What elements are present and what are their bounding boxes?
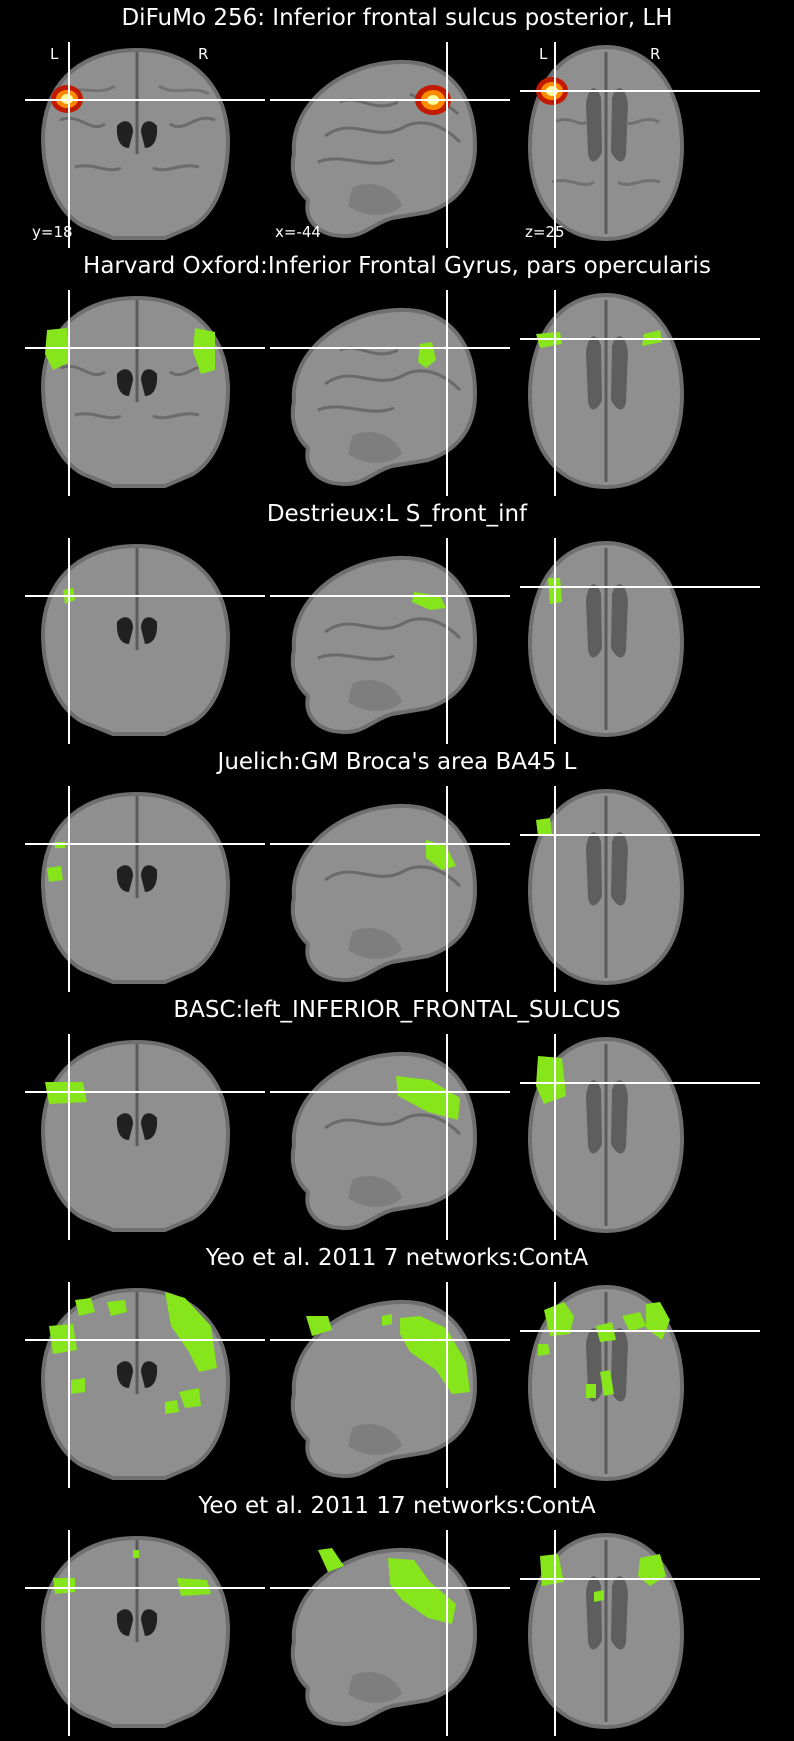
figure-section-yeo-17-networks: Yeo et al. 2011 17 networks:ContA bbox=[0, 1488, 794, 1736]
right-orientation-label: R bbox=[198, 45, 209, 63]
sagittal-brain-image bbox=[270, 42, 510, 248]
figure-section-difumo: DiFuMo 256: Inferior frontal sulcus post… bbox=[0, 0, 794, 248]
figure-section-yeo-7-networks: Yeo et al. 2011 7 networks:ContA bbox=[0, 1240, 794, 1488]
figure-section-juelich: Juelich:GM Broca's area BA45 L bbox=[0, 744, 794, 992]
section-title: Destrieux:L S_front_inf bbox=[266, 501, 528, 527]
sagittal-view bbox=[270, 290, 510, 496]
coronal-brain-image bbox=[25, 42, 265, 248]
figure-section-destrieux: Destrieux:L S_front_inf bbox=[0, 496, 794, 744]
axial-coordinate-label: z=25 bbox=[525, 223, 565, 241]
section-title: BASC:left_INFERIOR_FRONTAL_SULCUS bbox=[173, 997, 621, 1023]
left-orientation-label: L bbox=[50, 45, 59, 63]
coronal-view: L R y=18 bbox=[25, 42, 265, 248]
axial-view: L R z=25 bbox=[520, 42, 760, 248]
section-title: Yeo et al. 2011 17 networks:ContA bbox=[198, 1493, 596, 1519]
section-title: Juelich:GM Broca's area BA45 L bbox=[217, 749, 577, 775]
coronal-coordinate-label: y=18 bbox=[32, 223, 73, 241]
section-title: Yeo et al. 2011 7 networks:ContA bbox=[205, 1245, 589, 1271]
figure-section-basc: BASC:left_INFERIOR_FRONTAL_SULCUS bbox=[0, 992, 794, 1240]
section-title: DiFuMo 256: Inferior frontal sulcus post… bbox=[121, 5, 673, 31]
left-orientation-label: L bbox=[539, 45, 548, 63]
axial-view bbox=[520, 290, 760, 496]
axial-brain-image bbox=[520, 42, 760, 248]
right-orientation-label: R bbox=[650, 45, 661, 63]
coronal-view bbox=[25, 290, 265, 496]
section-title: Harvard Oxford:Inferior Frontal Gyrus, p… bbox=[83, 253, 711, 279]
sagittal-coordinate-label: x=-44 bbox=[275, 223, 321, 241]
figure-section-harvard-oxford: Harvard Oxford:Inferior Frontal Gyrus, p… bbox=[0, 248, 794, 496]
sagittal-view: x=-44 bbox=[270, 42, 510, 248]
